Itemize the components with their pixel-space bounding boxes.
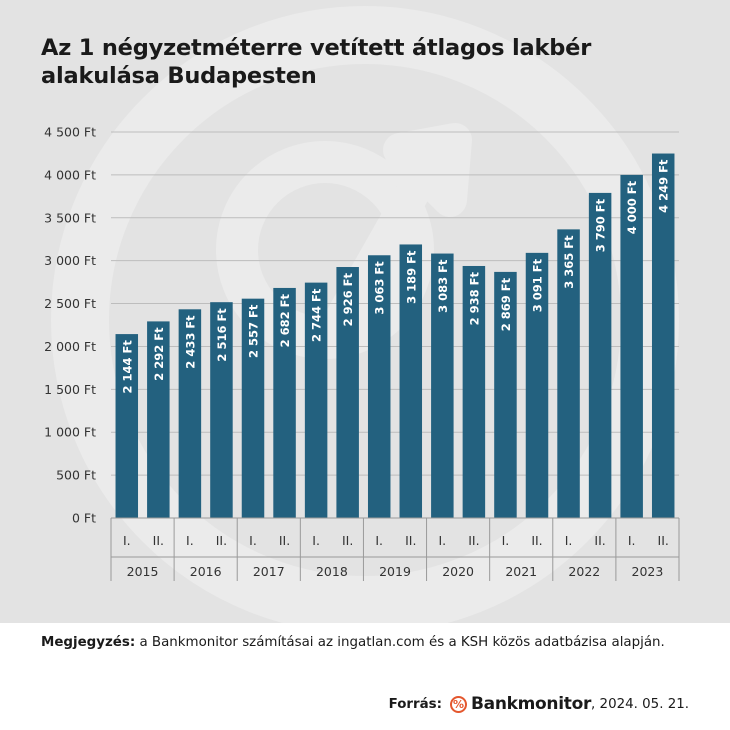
x-tick-label: II. — [468, 533, 479, 548]
bar — [651, 153, 675, 519]
bar-value-label: 3 091 Ft — [531, 258, 545, 312]
bar — [367, 255, 391, 518]
footnote-text: a Bankmonitor számításai az ingatlan.com… — [139, 635, 665, 650]
bar-value-label: 2 869 Ft — [499, 277, 513, 331]
bar — [304, 282, 328, 518]
bar — [557, 229, 580, 518]
source-label: Forrás: — [388, 696, 442, 712]
x-tick-label: I. — [249, 533, 257, 548]
x-tick-label: I. — [375, 533, 383, 548]
x-tick-label: II. — [153, 533, 164, 548]
bar-value-label: 2 433 Ft — [183, 315, 197, 369]
source-line: Forrás: % Bankmonitor , 2024. 05. 21. — [389, 694, 689, 714]
chart-title: Az 1 négyzetméterre vetített átlagos lak… — [41, 35, 592, 89]
bar — [273, 287, 296, 518]
year-label: 2021 — [505, 564, 537, 579]
bar-value-label: 2 292 Ft — [152, 327, 166, 381]
bar — [431, 253, 454, 518]
year-label: 2018 — [316, 564, 348, 579]
bar — [115, 334, 139, 518]
brand-name: Bankmonitor — [470, 694, 592, 714]
bar — [178, 309, 202, 518]
y-tick-label: 2 000 Ft — [44, 339, 96, 354]
bar — [336, 267, 359, 518]
bar — [494, 271, 517, 518]
x-tick-label: II. — [342, 533, 353, 548]
x-tick-label: I. — [565, 533, 573, 548]
x-tick-label: I. — [438, 533, 446, 548]
bar-value-label: 2 144 Ft — [120, 340, 134, 394]
bar-value-label: 3 790 Ft — [594, 198, 608, 252]
year-label: 2019 — [379, 564, 411, 579]
y-tick-label: 3 500 Ft — [44, 210, 96, 225]
bar-value-label: 3 189 Ft — [404, 250, 418, 304]
y-tick-label: 0 Ft — [72, 511, 96, 526]
bar — [620, 174, 643, 518]
y-tick-label: 1 500 Ft — [44, 382, 96, 397]
bar-value-label: 2 926 Ft — [341, 273, 355, 327]
bar-value-label: 2 516 Ft — [215, 308, 229, 362]
y-tick-label: 3 000 Ft — [44, 253, 96, 268]
bar — [588, 192, 612, 518]
bar — [462, 265, 486, 518]
y-tick-label: 2 500 Ft — [44, 296, 96, 311]
x-tick-label: I. — [186, 533, 194, 548]
year-label: 2017 — [253, 564, 285, 579]
x-tick-label: I. — [628, 533, 636, 548]
year-label: 2020 — [442, 564, 474, 579]
y-tick-label: 500 Ft — [56, 468, 96, 483]
bar-value-label: 2 938 Ft — [467, 271, 481, 325]
y-tick-label: 4 000 Ft — [44, 167, 96, 182]
y-tick-label: 4 500 Ft — [44, 125, 96, 140]
bar-value-label: 3 063 Ft — [373, 261, 387, 315]
bar — [210, 302, 233, 518]
bar — [525, 252, 549, 518]
y-tick-label: 1 000 Ft — [44, 425, 96, 440]
footnote-label: Megjegyzés: — [41, 635, 136, 650]
year-label: 2022 — [568, 564, 600, 579]
x-tick-label: II. — [279, 533, 290, 548]
bar-value-label: 4 000 Ft — [625, 180, 639, 234]
chart-panel: Az 1 négyzetméterre vetített átlagos lak… — [0, 0, 730, 623]
bar-value-label: 3 365 Ft — [562, 235, 576, 289]
x-tick-label: II. — [405, 533, 416, 548]
x-tick-label: II. — [531, 533, 542, 548]
x-tick-label: II. — [594, 533, 605, 548]
bar-chart: 0 Ft 500 Ft 1 000 Ft 1 500 Ft 2 000 Ft 2 500 … — [44, 125, 680, 581]
source-date: , 2024. 05. 21. — [591, 696, 689, 712]
x-tick-label: II. — [216, 533, 227, 548]
year-label: 2015 — [127, 564, 159, 579]
bar-value-label: 3 083 Ft — [436, 259, 450, 313]
year-label: 2016 — [190, 564, 222, 579]
bar — [147, 321, 170, 518]
x-tick-label: I. — [502, 533, 510, 548]
bar-value-label: 4 249 Ft — [657, 159, 671, 213]
year-label: 2023 — [632, 564, 664, 579]
x-tick-label: I. — [123, 533, 131, 548]
percent-circle-icon: % — [449, 695, 467, 713]
footnote: Megjegyzés: a Bankmonitor számításai az … — [41, 635, 701, 650]
bar-value-label: 2 744 Ft — [310, 288, 324, 342]
bar — [399, 244, 423, 519]
bar-value-label: 2 557 Ft — [247, 304, 261, 358]
x-tick-label: II. — [658, 533, 669, 548]
x-tick-label: I. — [312, 533, 320, 548]
bar-value-label: 2 682 Ft — [278, 293, 292, 347]
bar — [241, 298, 265, 518]
